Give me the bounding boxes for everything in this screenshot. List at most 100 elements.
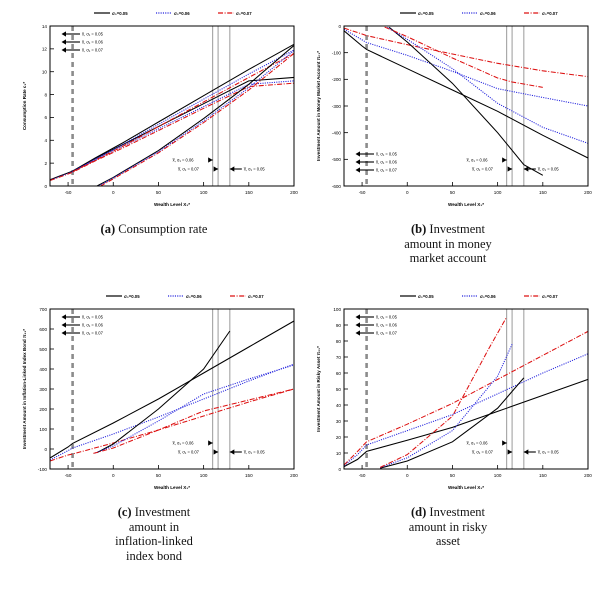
annotation-label: x̅, σ₁ = 0.07 — [177, 450, 200, 455]
y-tick-label: 500 — [39, 347, 47, 352]
x-tick-label: 0 — [406, 473, 409, 478]
legend-label-0: σ₁=0.05 — [112, 11, 128, 16]
legend-label-2: σ₁=0.07 — [236, 11, 252, 16]
x-axis-title: Wealth Level X₁* — [448, 202, 484, 207]
annotation-label: x̅, σ₁ = 0.06 — [466, 158, 489, 163]
annotation-arrow-head — [61, 322, 66, 328]
annotation-label: x̅, σ₁ = 0.05 — [537, 167, 560, 172]
series-curve — [388, 26, 544, 176]
annotation-label: x̅, σ₁ = 0.06 — [172, 158, 195, 163]
y-tick-label: 80 — [336, 339, 342, 344]
annotation-arrow-head — [208, 440, 213, 446]
y-tick-label: 600 — [39, 327, 47, 332]
annotation-arrow-head — [213, 449, 219, 455]
series-curve — [387, 26, 589, 144]
annotation-label: x̅, σ₁ = 0.05 — [243, 167, 266, 172]
annotation-label: x̅, σ₁ = 0.06 — [172, 441, 195, 446]
caption-d-tag: (d) — [411, 505, 427, 519]
series-curve — [380, 377, 525, 469]
caption-c-line-2: inflation-linked — [115, 534, 193, 548]
caption-c-line-3: index bond — [126, 548, 182, 563]
x-tick-label: -50 — [359, 190, 366, 195]
legend-label-0: σ₁=0.05 — [124, 294, 140, 299]
x-axis-title: Wealth Level X₁* — [154, 485, 190, 490]
y-tick-label: 90 — [336, 323, 342, 328]
y-axis-title: Investment Amount in Money Market Accoun… — [316, 51, 321, 161]
y-tick-label: -300 — [332, 104, 342, 109]
legend-label-1: σ₁=0.06 — [174, 11, 190, 16]
annotation-label: x̅, σ₁ = 0.07 — [471, 450, 494, 455]
series-curve — [72, 52, 295, 173]
caption-a-line-0: Consumption rate — [118, 222, 208, 236]
x-tick-label: 150 — [245, 473, 253, 478]
y-tick-label: 0 — [44, 184, 47, 189]
y-tick-label: 200 — [39, 407, 47, 412]
x-tick-label: 50 — [156, 190, 162, 195]
legend-label-0: σ₁=0.05 — [418, 294, 434, 299]
series-curve — [379, 316, 508, 468]
x-tick-label: -50 — [65, 473, 72, 478]
x-tick-label: 200 — [584, 190, 592, 195]
annotation-arrow-head — [507, 449, 513, 455]
x-tick-label: -50 — [359, 473, 366, 478]
series-curve — [49, 82, 295, 182]
y-tick-label: 700 — [39, 307, 47, 312]
x-tick-label: 50 — [156, 473, 162, 478]
x-tick-label: 100 — [200, 190, 208, 195]
series-curve — [343, 30, 589, 159]
series-curve — [72, 43, 295, 172]
plot-c-svg: σ₁=0.05 σ₁=0.06 σ₁=0.07 -50 0 50 100 150 200 Weal… — [22, 294, 298, 490]
x-tick-label: 50 — [450, 190, 456, 195]
series-curve — [96, 330, 231, 454]
series-curve — [49, 363, 295, 461]
y-tick-label: 10 — [336, 451, 342, 456]
x-tick-label: 150 — [245, 190, 253, 195]
y-tick-label: -200 — [332, 77, 342, 82]
caption-b-line-2: market account — [409, 251, 487, 265]
series-curve — [343, 378, 589, 468]
annotation-label: x̂, σ₁ = 0.06 — [376, 160, 398, 165]
annotation-label: x̂, σ₁ = 0.05 — [82, 32, 104, 37]
annotation-label: x̅, σ₁ = 0.05 — [243, 450, 266, 455]
legend-label-0: σ₁=0.05 — [418, 11, 434, 16]
annotation-arrow-head — [61, 39, 66, 45]
annotation-arrow-head — [61, 330, 66, 336]
series-curve — [72, 49, 295, 172]
annotation-arrow-head — [208, 157, 213, 163]
subfigure-c: σ₁=0.05 σ₁=0.06 σ₁=0.07 -50 0 50 100 150 200 Weal… — [8, 287, 300, 563]
annotation-label: x̂, σ₁ = 0.06 — [82, 40, 104, 45]
annotation-arrow-head — [355, 159, 360, 165]
legend-label-1: σ₁=0.06 — [480, 11, 496, 16]
series-curve — [100, 53, 295, 187]
caption-a: (a) Consumption rate — [8, 222, 300, 237]
y-tick-label: -100 — [332, 50, 342, 55]
subfigure-d: σ₁=0.05 σ₁=0.06 σ₁=0.07 -50 0 50 100 150 200 Weal… — [302, 287, 594, 549]
caption-a-tag: (a) — [100, 222, 116, 236]
annotation-label: x̅, σ₁ = 0.07 — [471, 167, 494, 172]
annotation-arrow-head — [523, 449, 529, 455]
annotation-arrow-head — [229, 166, 235, 172]
y-tick-label: -400 — [332, 130, 342, 135]
caption-d: (d) Investment amount in risky asset — [302, 505, 594, 549]
series-curve — [49, 388, 295, 462]
x-tick-label: 100 — [200, 473, 208, 478]
y-tick-label: 6 — [44, 115, 47, 120]
annotation-arrow-head — [61, 47, 66, 53]
caption-c-line-0: Investment — [134, 505, 191, 519]
y-tick-label: 8 — [44, 92, 47, 97]
annotation-arrow-head — [61, 314, 66, 320]
plot-a: σ₁=0.05 σ₁=0.06 σ₁=0.07 -50 0 50 100 150 200 Weal… — [8, 4, 300, 222]
annotation-arrow-head — [523, 166, 529, 172]
x-axis-title: Wealth Level X₁* — [154, 202, 190, 207]
caption-d-line-2: asset — [435, 534, 461, 548]
y-tick-label: -500 — [332, 157, 342, 162]
y-tick-label: 100 — [333, 307, 341, 312]
annotation-arrow-head — [355, 151, 360, 157]
series-curve — [98, 50, 295, 187]
x-tick-label: 100 — [494, 190, 502, 195]
x-axis-title: Wealth Level X₁* — [448, 485, 484, 490]
series-curve — [384, 26, 543, 88]
annotation-arrow-head — [355, 330, 360, 336]
annotation-label: x̂, σ₁ = 0.05 — [376, 152, 398, 157]
y-tick-label: 14 — [42, 24, 48, 29]
